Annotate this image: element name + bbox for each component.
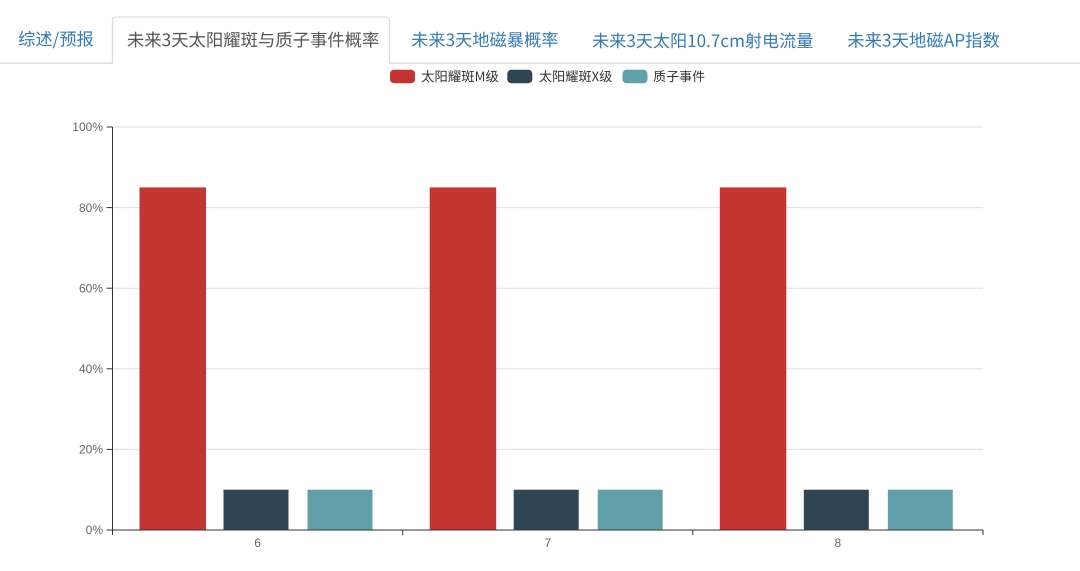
svg-text:40%: 40% xyxy=(79,362,103,376)
svg-text:0%: 0% xyxy=(86,523,104,537)
svg-text:80%: 80% xyxy=(79,201,103,215)
svg-text:100%: 100% xyxy=(72,120,103,134)
svg-text:7: 7 xyxy=(544,536,551,550)
svg-text:60%: 60% xyxy=(79,281,103,295)
svg-text:6: 6 xyxy=(254,536,261,550)
svg-text:8: 8 xyxy=(835,536,842,550)
svg-text:20%: 20% xyxy=(79,443,103,457)
